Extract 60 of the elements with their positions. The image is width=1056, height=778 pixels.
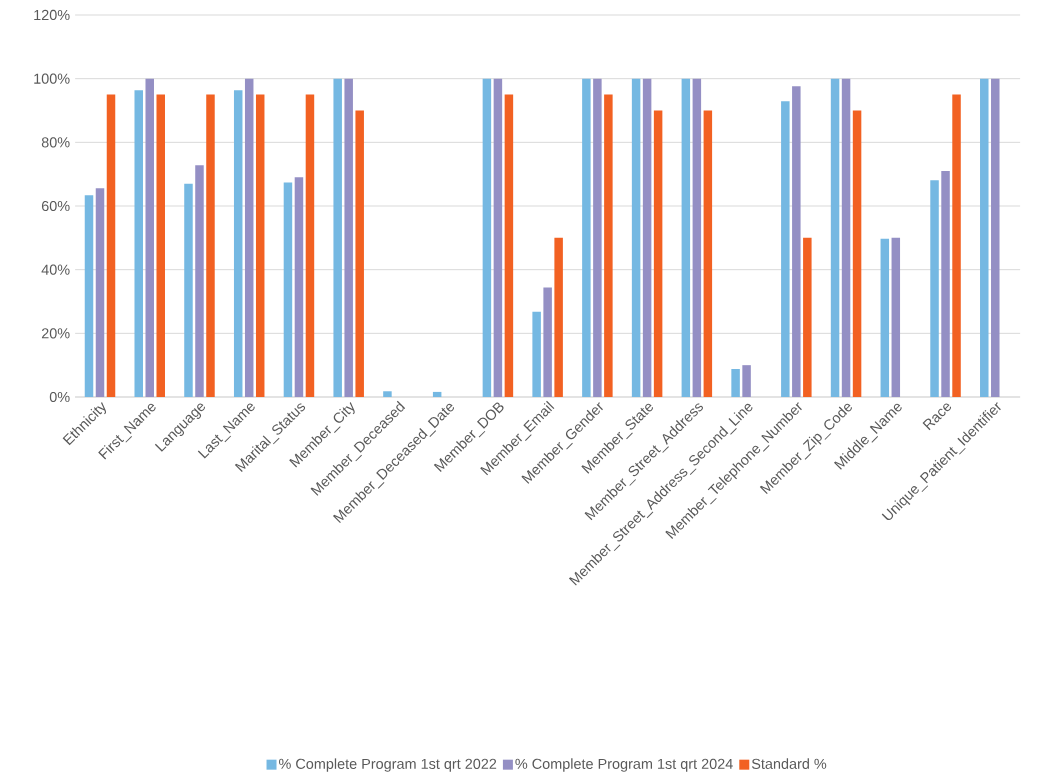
legend-label: Standard % [751,758,827,769]
bar [504,94,514,397]
bar [244,78,254,397]
bar [554,237,563,397]
bar [543,287,552,397]
y-tick-label: 20% [41,328,70,339]
bar [681,78,691,397]
legend-label: % Complete Program 1st qrt 2024 [515,758,733,772]
y-tick-label: 0% [49,391,70,403]
bar [184,183,193,397]
bar [792,86,801,397]
bar [930,180,939,397]
bar [880,238,890,397]
bar [980,78,989,397]
bar [692,78,702,397]
bar [891,237,901,397]
bar [593,78,602,397]
bar [952,94,961,397]
bar [731,368,740,397]
bar [233,90,243,397]
bar [195,165,204,397]
bar [742,365,751,397]
bar [852,110,862,397]
bar [631,78,641,397]
bar [95,188,105,397]
bar [703,110,713,397]
bar [255,94,265,397]
bar [156,94,165,397]
bar [482,78,492,397]
bar [355,110,364,397]
y-tick-label: 80% [41,137,70,148]
bar [206,94,215,397]
bar [305,94,315,397]
bar [106,94,116,397]
bar [333,78,342,397]
legend-label: % Complete Program 1st qrt 2022 [279,758,497,772]
bar [294,177,304,397]
bar [582,78,591,397]
bar [991,78,1000,397]
y-tick-label: 120% [34,9,70,21]
y-tick-label: 100% [34,73,70,84]
y-tick-label: 60% [41,200,70,212]
bar [653,110,663,397]
bar [532,311,541,397]
bar [493,78,503,397]
bar [145,78,154,397]
bar [841,78,851,397]
bar [84,195,94,397]
bar [830,78,840,397]
y-tick-label: 40% [41,264,70,275]
bar [344,78,353,397]
bar [134,90,143,397]
bar [941,170,950,397]
bar [383,391,392,397]
bar [642,78,652,397]
bar [283,182,293,397]
bar [604,94,613,397]
bar [432,391,442,397]
bar [781,101,790,397]
bar [803,237,812,397]
